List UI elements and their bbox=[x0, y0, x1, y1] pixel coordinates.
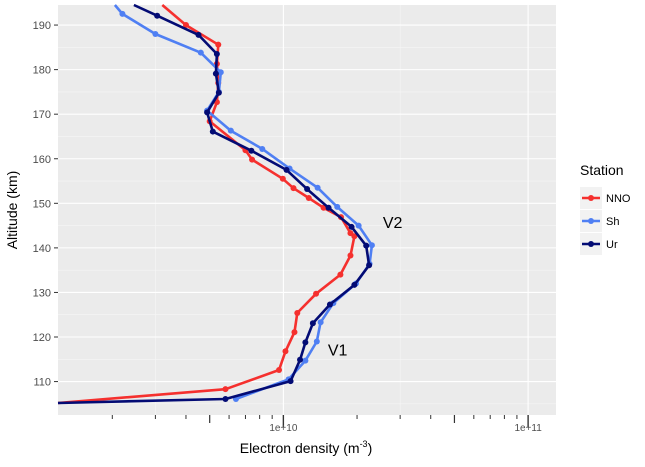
y-tick-label: 180 bbox=[33, 65, 51, 77]
data-point-ur bbox=[326, 301, 333, 308]
x-axis-title-sup: -3 bbox=[360, 439, 368, 449]
y-tick-label: 160 bbox=[33, 154, 51, 166]
data-point-sh bbox=[368, 242, 375, 249]
legend: Station NNO Sh Ur bbox=[580, 162, 631, 255]
y-axis-title: Altitude (km) bbox=[4, 171, 20, 250]
legend-key-point-sh bbox=[588, 218, 594, 224]
minor-gridlines bbox=[58, 5, 556, 415]
y-tick-label: 170 bbox=[33, 109, 51, 121]
series-layer bbox=[57, 3, 375, 405]
major-gridlines bbox=[58, 5, 556, 415]
data-point-sh bbox=[227, 127, 234, 134]
data-point-ur bbox=[348, 223, 355, 230]
data-point-nno bbox=[290, 185, 297, 192]
legend-label-sh: Sh bbox=[606, 216, 619, 228]
data-point-nno bbox=[282, 348, 289, 355]
annotation-label: V2 bbox=[383, 215, 403, 232]
data-point-nno bbox=[182, 22, 189, 29]
x-tick-label: 1e+11 bbox=[514, 423, 542, 434]
legend-label-ur: Ur bbox=[606, 239, 618, 251]
data-point-nno bbox=[347, 252, 354, 259]
y-tick-label: 120 bbox=[33, 332, 51, 344]
data-point-nno bbox=[313, 290, 320, 297]
data-point-ur bbox=[204, 109, 211, 116]
x-axis-title-close: ) bbox=[368, 440, 373, 456]
data-point-sh bbox=[317, 319, 324, 326]
data-point-sh bbox=[355, 222, 362, 229]
legend-key-point-ur bbox=[588, 241, 594, 247]
annotation-layer: V2 V1 bbox=[328, 215, 403, 360]
data-point-ur bbox=[309, 320, 316, 327]
data-point-ur bbox=[283, 166, 290, 173]
y-tick-label: 140 bbox=[33, 243, 51, 255]
y-tick-label: 130 bbox=[33, 287, 51, 299]
data-point-ur bbox=[304, 186, 311, 193]
data-point-nno bbox=[294, 309, 301, 316]
data-point-ur bbox=[195, 31, 202, 38]
data-point-sh bbox=[152, 30, 159, 37]
data-point-sh bbox=[302, 357, 309, 364]
data-point-sh bbox=[334, 203, 341, 210]
data-point-nno bbox=[291, 329, 298, 336]
legend-title: Station bbox=[580, 162, 624, 178]
annotation-label: V1 bbox=[328, 343, 348, 360]
y-tick-label: 110 bbox=[33, 377, 51, 389]
series-line-sh bbox=[113, 4, 374, 401]
data-point-sh bbox=[197, 49, 204, 56]
data-point-sh bbox=[119, 10, 126, 17]
data-point-ur bbox=[154, 12, 161, 19]
x-axis-title: Electron density (m-3) bbox=[240, 439, 373, 456]
data-point-sh bbox=[314, 184, 321, 191]
data-point-sh bbox=[313, 338, 320, 345]
x-tick-label: 1e+10 bbox=[269, 423, 298, 434]
data-point-nno bbox=[215, 41, 222, 48]
data-point-nno bbox=[305, 194, 312, 201]
plot-panel bbox=[58, 5, 556, 415]
axes: 110 120 130 140 150 160 170 180 190 1e+10 1e+11 bbox=[33, 20, 543, 434]
y-tick-label: 150 bbox=[33, 198, 51, 210]
data-point-ur bbox=[213, 51, 220, 58]
data-point-nno bbox=[347, 230, 354, 237]
data-point-ur bbox=[351, 281, 358, 288]
data-point-ur bbox=[363, 242, 370, 249]
y-tick-label: 190 bbox=[33, 20, 51, 32]
data-point-ur bbox=[248, 147, 255, 154]
data-point-nno bbox=[276, 366, 283, 373]
data-point-ur bbox=[297, 356, 304, 363]
data-point-ur bbox=[325, 204, 332, 211]
data-point-sh bbox=[259, 145, 266, 152]
data-point-nno bbox=[279, 175, 286, 182]
data-point-ur bbox=[222, 395, 229, 402]
data-point-ur bbox=[209, 128, 216, 135]
data-point-ur bbox=[212, 70, 219, 77]
data-point-nno bbox=[222, 386, 229, 393]
data-point-ur bbox=[215, 89, 222, 96]
data-point-sh bbox=[217, 69, 224, 76]
data-point-nno bbox=[337, 271, 344, 278]
legend-label-nno: NNO bbox=[606, 193, 631, 205]
legend-key-point-nno bbox=[588, 195, 594, 201]
data-point-nno bbox=[249, 156, 256, 163]
data-point-ur bbox=[366, 262, 373, 269]
data-point-ur bbox=[287, 378, 294, 385]
x-axis-title-main: Electron density (m bbox=[240, 440, 360, 456]
data-point-ur bbox=[302, 339, 309, 346]
